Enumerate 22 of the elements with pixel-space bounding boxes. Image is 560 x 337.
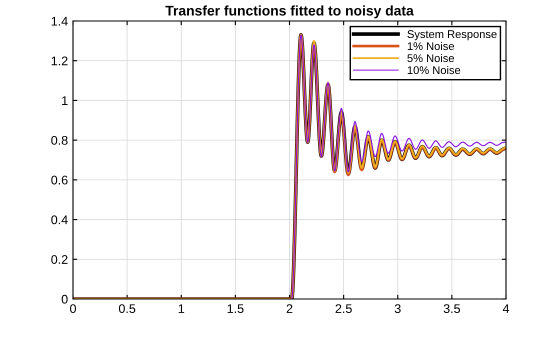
y-tick-label: 0	[62, 294, 68, 304]
legend-label: 5% Noise	[407, 54, 454, 62]
x-tick-label: 1	[178, 304, 184, 313]
x-tick-label: 2	[286, 304, 292, 313]
y-tick-label: 0.2	[51, 255, 68, 264]
chart-title: Transfer functions fitted to noisy data	[165, 5, 414, 18]
x-tick-label: 1.5	[228, 304, 244, 314]
y-tick-label: 0.8	[51, 136, 68, 145]
x-tick-label: 3.5	[444, 304, 460, 314]
y-tick-label: 1	[62, 96, 68, 105]
x-tick-label: 0	[70, 304, 76, 314]
y-tick-label: 1.2	[52, 56, 68, 66]
y-tick-label: 0.6	[51, 176, 68, 185]
legend-label: 10% Noise	[408, 66, 460, 74]
x-tick-label: 0.5	[118, 304, 136, 314]
x-tick-label: 4	[502, 304, 510, 313]
y-tick-label: 1.4	[52, 16, 68, 26]
legend-label: 1% Noise	[408, 42, 454, 50]
legend-label: System Response	[407, 30, 497, 40]
y-tick-label: 0.4	[51, 215, 68, 224]
x-tick-label: 2.5	[336, 304, 352, 314]
x-tick-label: 3	[394, 304, 401, 314]
